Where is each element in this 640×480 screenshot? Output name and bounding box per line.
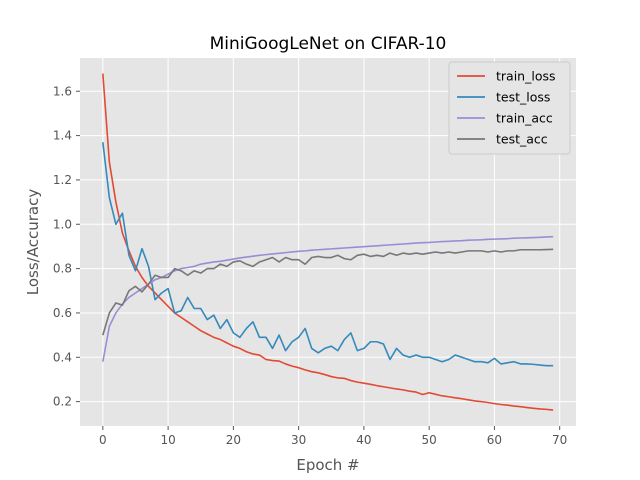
legend-label: train_acc bbox=[496, 111, 553, 126]
legend-box bbox=[448, 61, 571, 155]
x-tick-label: 70 bbox=[552, 433, 567, 447]
x-tick-label: 0 bbox=[99, 433, 107, 447]
y-tick-label: 1.2 bbox=[53, 173, 72, 187]
series-group bbox=[102, 73, 554, 411]
x-tick-label: 40 bbox=[356, 433, 371, 447]
x-axis-label: Epoch # bbox=[296, 456, 359, 474]
x-tick-label: 10 bbox=[160, 433, 175, 447]
legend-label: test_loss bbox=[496, 90, 550, 105]
x-tick-label: 50 bbox=[422, 433, 437, 447]
y-tick-label: 0.6 bbox=[53, 306, 72, 320]
series-line-test-acc bbox=[102, 248, 554, 336]
y-tick-label: 0.2 bbox=[53, 395, 72, 409]
series-line-test-loss bbox=[102, 142, 554, 367]
x-tick-label: 20 bbox=[226, 433, 241, 447]
y-tick-label: 0.4 bbox=[53, 350, 72, 364]
legend: train_loss test_loss train_acc test_acc bbox=[448, 61, 571, 155]
legend-label: test_acc bbox=[496, 132, 548, 147]
chart-title: MiniGoogLeNet on CIFAR-10 bbox=[210, 34, 447, 54]
legend-label: train_loss bbox=[496, 69, 556, 84]
axis-ticks: 0 10 20 30 40 50 60 70 0.2 0.4 0.6 0.8 1.0 1.2 1.4 1.6 bbox=[53, 84, 567, 447]
y-tick-label: 1.4 bbox=[53, 129, 72, 143]
y-axis-label: Loss/Accuracy bbox=[24, 189, 42, 296]
y-tick-label: 1.0 bbox=[53, 217, 72, 231]
y-tick-label: 0.8 bbox=[53, 262, 72, 276]
x-tick-label: 30 bbox=[291, 433, 306, 447]
y-tick-label: 1.6 bbox=[53, 84, 72, 98]
series-line-train-loss bbox=[102, 73, 554, 411]
x-tick-label: 60 bbox=[487, 433, 502, 447]
